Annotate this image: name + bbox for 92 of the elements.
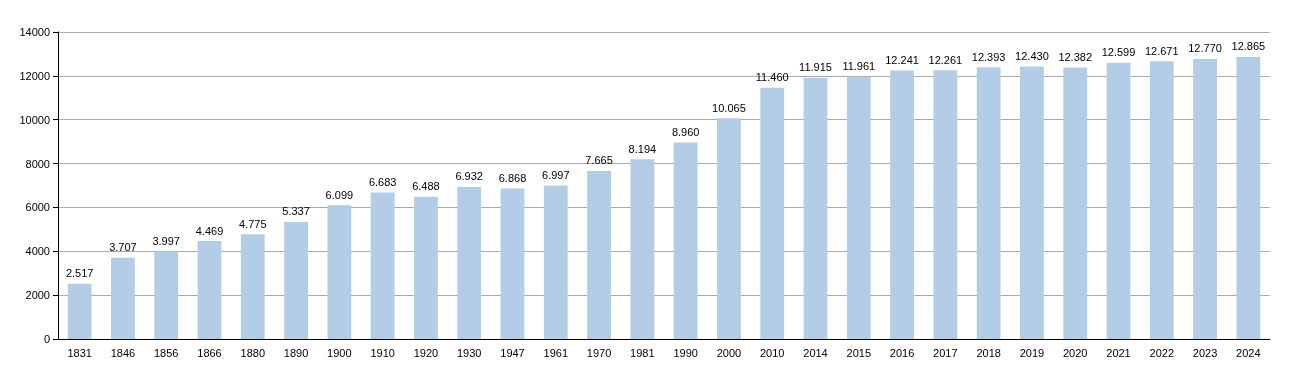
bar [284,221,308,339]
data-label: 12.261 [928,53,963,66]
x-tick-label: 1990 [673,346,698,359]
data-label: 6.099 [325,188,354,201]
data-label: 2.517 [65,267,94,280]
x-tick-label: 2017 [933,346,958,359]
data-label: 11.915 [799,61,832,74]
bar [1063,67,1088,339]
x-tick-label: 2024 [1236,346,1261,359]
y-tick-label: 2000 [25,289,50,302]
bar [543,185,568,339]
data-label: 6.683 [368,175,397,188]
bar [933,70,958,339]
data-label: 12.241 [885,54,919,67]
bar [673,142,698,339]
bar [1193,58,1217,339]
y-tick-label: 10000 [19,113,50,126]
x-tick-label: 2015 [846,346,872,359]
x-tick-label: 1890 [283,346,309,359]
x-tick-label: 1866 [197,346,222,359]
bar [846,76,871,339]
bar [976,67,1001,339]
bar [327,205,352,339]
x-tick-label: 1961 [543,346,569,359]
x-tick-label: 1981 [630,346,655,359]
data-label: 6.932 [455,170,483,183]
data-label: 11.460 [755,71,789,84]
x-tick-label: 2016 [889,346,915,359]
data-label: 4.469 [195,224,224,237]
bar [587,170,611,339]
x-tick-label: 1880 [240,346,266,359]
bar [1020,66,1044,339]
data-label: 3.707 [109,241,137,254]
bar [111,257,135,339]
data-label: 12.599 [1101,46,1136,59]
data-label: 5.337 [282,205,310,218]
x-tick-label: 2020 [1062,346,1088,359]
y-tick-label: 0 [43,333,50,345]
data-label: 4.775 [239,217,267,230]
bar [67,283,92,339]
x-tick-label: 2010 [759,346,785,359]
data-label: 3.997 [152,234,180,247]
x-tick-label: 1846 [110,346,136,359]
bar [717,118,741,339]
bar [500,188,525,339]
data-label: 6.868 [498,171,527,184]
data-label: 8.960 [671,126,700,139]
x-tick-label: 1910 [370,346,395,359]
x-tick-label: 1920 [413,346,439,359]
x-tick-label: 2021 [1106,346,1131,359]
bar [197,241,222,339]
y-tick-label: 12000 [19,69,50,82]
bar [890,70,914,339]
x-tick-label: 1970 [586,346,612,359]
data-label: 12.382 [1058,50,1093,63]
data-label: 10.065 [712,101,746,114]
bar [803,77,828,339]
x-tick-label: 2022 [1149,346,1175,359]
bar [760,87,785,339]
data-label: 11.961 [842,60,876,73]
x-tick-label: 1900 [327,346,352,359]
x-tick-label: 2023 [1192,346,1218,359]
data-label: 12.393 [971,50,1006,63]
bar [414,196,438,339]
data-label: 12.671 [1144,44,1179,57]
data-label: 12.865 [1231,40,1266,53]
x-tick-label: 1831 [67,346,92,359]
bar [1106,62,1131,339]
bar [154,251,179,339]
bar [1236,56,1261,339]
y-tick-label: 14000 [19,26,50,38]
data-label: 6.997 [542,169,570,182]
data-label: 12.430 [1015,49,1049,62]
x-tick-label: 1856 [153,346,179,359]
x-tick-label: 2019 [1019,346,1045,359]
x-tick-label: 2014 [803,346,828,359]
y-tick-label: 6000 [25,201,50,214]
bar [240,234,265,339]
data-label: 12.770 [1188,42,1222,55]
data-label: 8.194 [628,142,657,155]
x-tick-label: 1930 [456,346,482,359]
data-label: 7.665 [585,154,613,167]
bar [630,159,655,339]
bar [370,192,395,339]
bar [1149,61,1174,339]
x-tick-label: 2000 [716,346,742,359]
x-tick-label: 1947 [500,346,525,359]
x-tick-label: 2018 [976,346,1001,359]
y-tick-label: 4000 [25,245,50,258]
data-label: 6.488 [412,180,440,193]
y-tick-label: 8000 [25,157,50,170]
bar [457,186,482,339]
